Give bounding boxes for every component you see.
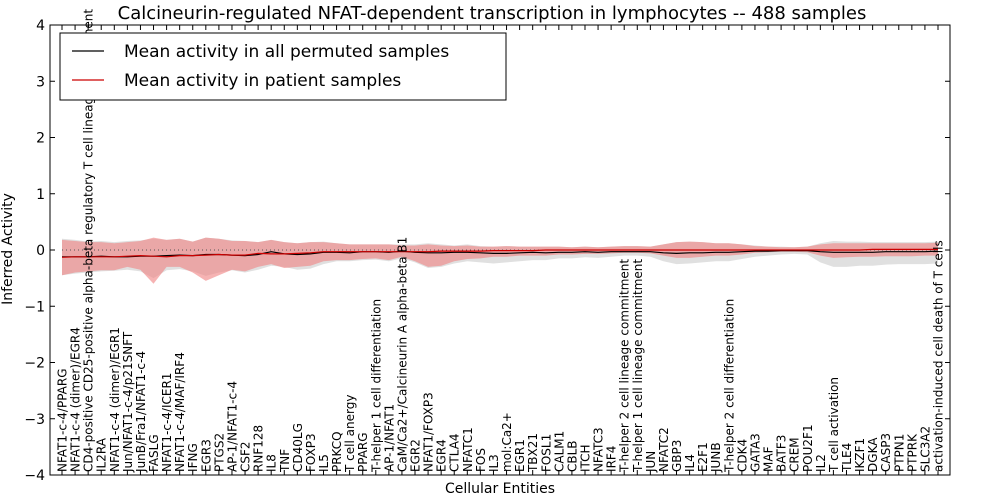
category-label: FOSL1 bbox=[539, 434, 553, 472]
category-label: IL8 bbox=[265, 454, 279, 472]
category-label: T-helper 1 cell differentiation bbox=[369, 299, 383, 473]
category-label: activation-induced cell death of T cells bbox=[932, 240, 946, 472]
category-label: T-helper 2 cell lineage commitment bbox=[618, 259, 632, 473]
y-tick-label: 3 bbox=[36, 74, 45, 90]
legend-label-permuted: Mean activity in all permuted samples bbox=[124, 42, 449, 62]
category-label: NFAT1-c-4/ICER1 bbox=[160, 373, 174, 472]
category-label: IL2 bbox=[814, 454, 828, 472]
category-label: NFAT1-c-4 (dimer)/EGR1 bbox=[108, 327, 122, 472]
category-label: GBP3 bbox=[670, 440, 684, 472]
category-label: IRF4 bbox=[605, 446, 619, 472]
category-label: DGKA bbox=[866, 437, 880, 472]
chart-title: Calcineurin-regulated NFAT-dependent tra… bbox=[118, 3, 867, 24]
category-label: PTGS2 bbox=[212, 433, 226, 472]
category-label: RNF128 bbox=[252, 425, 266, 472]
category-label: CBLB bbox=[565, 440, 579, 472]
category-label: CSF2 bbox=[239, 441, 253, 472]
category-label: JUNB bbox=[709, 442, 723, 473]
category-label: MAF bbox=[762, 446, 776, 472]
category-label: CD40LG bbox=[291, 423, 305, 472]
category-label: ITCH bbox=[579, 444, 593, 472]
category-label: PRKCQ bbox=[330, 431, 344, 472]
y-tick-label: −1 bbox=[24, 299, 45, 315]
category-label: PTPRK bbox=[905, 433, 919, 472]
category-label: CD4-positive CD25-positive alpha-beta re… bbox=[82, 9, 96, 472]
category-label: CDK4 bbox=[735, 439, 749, 472]
category-label: NFAT1/FOXP3 bbox=[422, 392, 436, 472]
y-axis-label: Inferred Activity bbox=[0, 193, 16, 305]
legend: Mean activity in all permuted samples Me… bbox=[59, 32, 507, 101]
category-label: PTPN1 bbox=[892, 434, 906, 472]
category-label: T-helper 1 cell lineage commitment bbox=[631, 259, 645, 473]
category-label: NFATC3 bbox=[592, 427, 606, 472]
category-label: NFAT1-c-4 (dimer)/EGR4 bbox=[69, 327, 83, 472]
patient-mean-line bbox=[61, 248, 938, 258]
series-lines bbox=[61, 248, 939, 258]
y-tick-label: 4 bbox=[36, 18, 45, 34]
category-label: E2F1 bbox=[696, 442, 710, 472]
category-label: NFAT1-c-4/PPARG bbox=[56, 368, 70, 472]
category-label: AP-1/NFAT1 bbox=[382, 404, 396, 472]
legend-box bbox=[59, 32, 507, 101]
x-axis-label: Cellular Entities bbox=[445, 481, 555, 497]
category-label: CREM bbox=[788, 437, 802, 472]
category-label: TNF bbox=[278, 449, 292, 473]
category-label: Jun/NFAT1-c-4/p21SNFT bbox=[121, 331, 135, 473]
category-label: IL4 bbox=[683, 454, 697, 472]
category-label: POU2F1 bbox=[801, 424, 815, 472]
category-label: IL5 bbox=[317, 454, 331, 472]
category-label: CALM1 bbox=[552, 431, 566, 472]
category-label: CASP3 bbox=[879, 433, 893, 472]
category-label: EGR1 bbox=[513, 439, 527, 472]
category-label: NFAT1-c-4/MAF/IRF4 bbox=[173, 352, 187, 472]
category-label: FOS bbox=[474, 448, 488, 472]
category-label: mol:Ca2+ bbox=[500, 412, 514, 472]
category-label: EGR2 bbox=[409, 439, 423, 472]
category-label: EGR3 bbox=[199, 439, 213, 472]
category-label: IFNG bbox=[186, 443, 200, 472]
category-label: IL3 bbox=[487, 454, 501, 472]
category-labels: NFAT1-c-4/PPARG NFAT1-c-4 (dimer)/EGR4 CD4… bbox=[56, 9, 946, 473]
category-label: BATF3 bbox=[775, 435, 789, 472]
category-label: T cell anergy bbox=[343, 395, 357, 473]
x-axis bbox=[61, 25, 939, 475]
y-tick-label: 0 bbox=[36, 243, 45, 259]
y-tick-label: 2 bbox=[36, 131, 45, 147]
y-axis: −4 −3 −2 −1 0 1 2 3 4 bbox=[24, 18, 950, 484]
category-label: TBX21 bbox=[526, 433, 540, 473]
patient-confidence-band bbox=[62, 237, 938, 284]
legend-label-patient: Mean activity in patient samples bbox=[124, 71, 401, 91]
category-label: JUN bbox=[644, 451, 658, 473]
category-label: IKZF1 bbox=[853, 438, 867, 472]
y-tick-label: 1 bbox=[36, 187, 45, 203]
y-tick-label: −4 bbox=[24, 468, 45, 484]
y-tick-label: −2 bbox=[24, 356, 45, 372]
category-label: IL2RA bbox=[95, 437, 109, 472]
category-label: SLC3A2 bbox=[918, 426, 932, 472]
y-tick-label: −3 bbox=[24, 412, 45, 428]
category-label: FASLG bbox=[147, 434, 161, 472]
category-label: T cell activation bbox=[827, 377, 841, 473]
category-label: FOXP3 bbox=[304, 433, 318, 472]
category-label: T-helper 2 cell differentiation bbox=[722, 299, 736, 473]
category-label: CTLA4 bbox=[448, 433, 462, 472]
category-label: CaM/Ca2+/Calcineurin A alpha-beta B1 bbox=[395, 237, 409, 472]
category-label: GATA3 bbox=[749, 433, 763, 472]
category-label: NFATC2 bbox=[657, 427, 671, 472]
category-label: JunB/Fra1/NFAT1-c-4 bbox=[134, 351, 148, 473]
category-label: TLE4 bbox=[840, 443, 854, 473]
category-label: AP-1/NFAT1-c-4 bbox=[226, 381, 240, 472]
confidence-bands bbox=[62, 237, 938, 284]
category-label: PPARG bbox=[356, 432, 370, 472]
category-label: NFATC1 bbox=[461, 427, 475, 472]
category-label: EGR4 bbox=[435, 439, 449, 472]
